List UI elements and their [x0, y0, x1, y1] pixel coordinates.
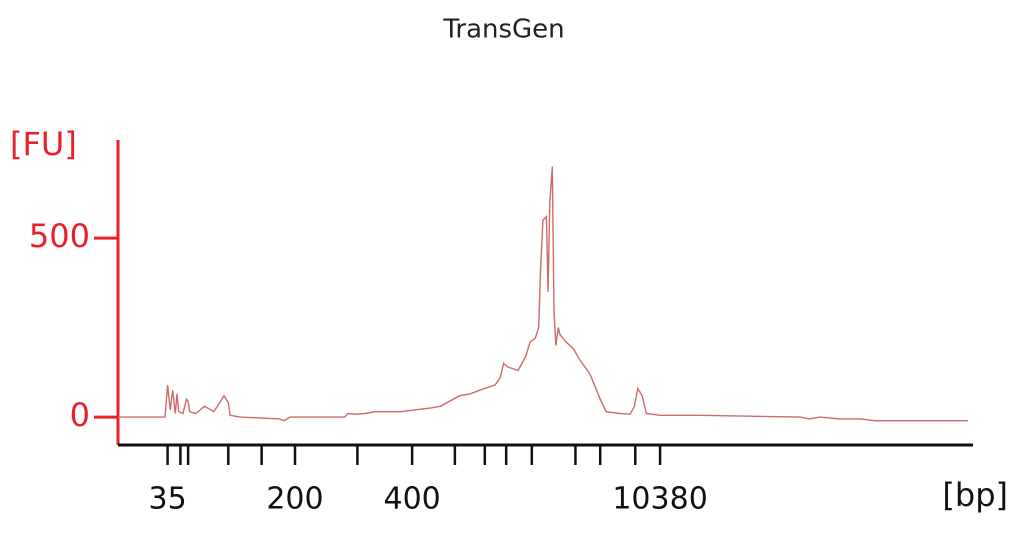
- y-tick-label: 0: [70, 396, 90, 434]
- x-tick-label: 400: [383, 482, 440, 517]
- x-tick-label: 10380: [612, 482, 707, 517]
- y-axis-label: [FU]: [10, 125, 77, 163]
- chart-title: TransGen: [442, 15, 564, 45]
- y-tick-label: 500: [29, 217, 90, 255]
- x-tick-label: 35: [148, 482, 186, 517]
- x-tick-label: 200: [266, 482, 323, 517]
- trace-line: [118, 166, 968, 422]
- x-axis-label: [bp]: [942, 476, 1008, 514]
